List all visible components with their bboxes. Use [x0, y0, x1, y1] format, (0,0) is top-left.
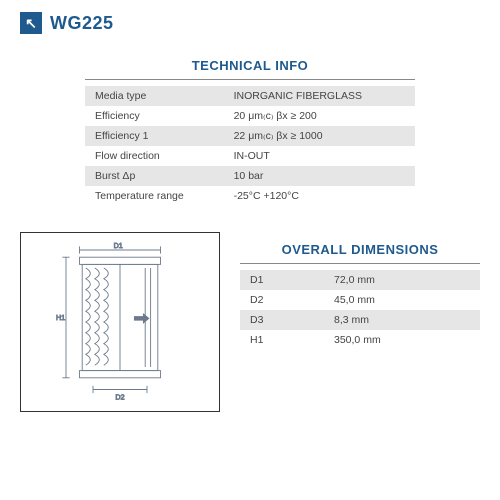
table-row: Efficiency 1 22 μm₍c₎ βx ≥ 1000: [85, 126, 415, 146]
svg-text:D1: D1: [114, 241, 123, 250]
divider: [240, 263, 480, 264]
dim-label: D3: [240, 310, 324, 330]
spec-value: IN-OUT: [224, 146, 415, 166]
header: ↖ WG225: [20, 12, 480, 34]
dimensions-table: D1 72,0 mm D2 45,0 mm D3 8,3 mm H1 350,0…: [240, 270, 480, 350]
spec-value: -25°C +120°C: [224, 186, 415, 206]
spec-label: Burst Δp: [85, 166, 224, 186]
table-row: D1 72,0 mm: [240, 270, 480, 290]
spec-label: Flow direction: [85, 146, 224, 166]
svg-text:H1: H1: [56, 313, 65, 322]
dimensions-title: OVERALL DIMENSIONS: [240, 242, 480, 257]
spec-label: Media type: [85, 86, 224, 106]
dim-value: 45,0 mm: [324, 290, 480, 310]
spec-value: 22 μm₍c₎ βx ≥ 1000: [224, 126, 415, 146]
dim-value: 8,3 mm: [324, 310, 480, 330]
dimensions-section: OVERALL DIMENSIONS D1 72,0 mm D2 45,0 mm…: [240, 232, 480, 350]
table-row: Efficiency 20 μm₍c₎ βx ≥ 200: [85, 106, 415, 126]
table-row: Burst Δp 10 bar: [85, 166, 415, 186]
filter-drawing-icon: D1: [29, 241, 211, 403]
table-row: Media type INORGANIC FIBERGLASS: [85, 86, 415, 106]
table-row: H1 350,0 mm: [240, 330, 480, 350]
spec-value: 20 μm₍c₎ βx ≥ 200: [224, 106, 415, 126]
table-row: D2 45,0 mm: [240, 290, 480, 310]
spec-label: Temperature range: [85, 186, 224, 206]
lower-section: D1: [20, 232, 480, 412]
spec-label: Efficiency 1: [85, 126, 224, 146]
dim-label: H1: [240, 330, 324, 350]
dim-label: D2: [240, 290, 324, 310]
technical-drawing: D1: [20, 232, 220, 412]
technical-info-title: TECHNICAL INFO: [20, 58, 480, 73]
divider: [85, 79, 415, 80]
table-row: Temperature range -25°C +120°C: [85, 186, 415, 206]
spec-value: INORGANIC FIBERGLASS: [224, 86, 415, 106]
technical-info-table: Media type INORGANIC FIBERGLASS Efficien…: [85, 86, 415, 206]
spec-value: 10 bar: [224, 166, 415, 186]
product-code: WG225: [50, 13, 114, 34]
technical-info-section: TECHNICAL INFO Media type INORGANIC FIBE…: [20, 58, 480, 206]
spec-label: Efficiency: [85, 106, 224, 126]
svg-text:D2: D2: [115, 392, 124, 401]
dim-value: 350,0 mm: [324, 330, 480, 350]
dim-label: D1: [240, 270, 324, 290]
table-row: D3 8,3 mm: [240, 310, 480, 330]
brand-logo-icon: ↖: [20, 12, 42, 34]
table-row: Flow direction IN-OUT: [85, 146, 415, 166]
dim-value: 72,0 mm: [324, 270, 480, 290]
